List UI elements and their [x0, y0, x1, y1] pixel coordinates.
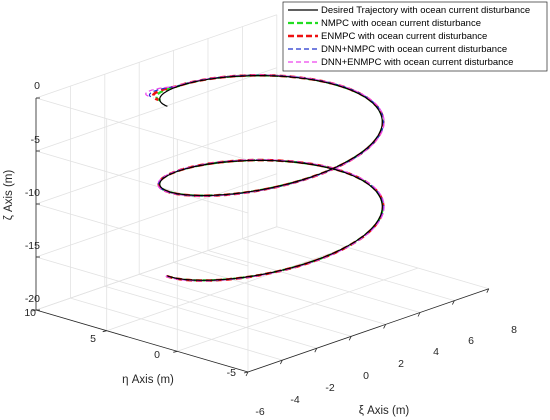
xi-tick-mark [486, 288, 490, 293]
zeta-tick: -20 [25, 293, 40, 305]
legend-entry: NMPC with ocean current disturbance [321, 18, 481, 29]
eta-tick: 10 [24, 307, 36, 319]
series-line [159, 75, 383, 281]
xi-tick-mark [245, 371, 249, 377]
legend-entry: Desired Trajectory with ocean current di… [321, 5, 530, 16]
xi-tick: 8 [511, 324, 517, 336]
axes-frame [31, 97, 490, 377]
xi-tick: 2 [398, 358, 404, 370]
eta-tick-mark [173, 350, 178, 353]
xi-tick-mark [348, 336, 352, 341]
zeta-tick: -10 [25, 187, 40, 199]
grid-line [35, 256, 249, 320]
grid-line [35, 173, 277, 258]
grid-line [242, 238, 455, 301]
grid-line [35, 14, 277, 99]
xi-tick-mark [417, 312, 421, 317]
legend-entry: ENMPC with ocean current disturbance [321, 31, 487, 42]
eta-tick: 5 [90, 333, 96, 345]
grid-line [207, 250, 421, 313]
zeta-axis-label: ζ Axis (m) [3, 170, 15, 221]
zeta-tick: -5 [31, 134, 40, 146]
xi-axis-line [247, 288, 489, 373]
zeta-tick: 0 [34, 80, 40, 92]
grid-line [35, 150, 249, 214]
grid-line [177, 267, 419, 352]
grid-line [70, 297, 283, 361]
grid-line [35, 203, 249, 267]
eta-tick-mark [243, 371, 249, 374]
grid-line [139, 273, 352, 337]
xi-tick-mark [314, 348, 318, 353]
eta-axis-ticks: -5 0 5 10 [24, 307, 236, 379]
xi-tick: 0 [363, 370, 369, 382]
legend: Desired Trajectory with ocean current di… [282, 1, 548, 72]
grid-line [35, 97, 249, 161]
xi-tick: -2 [325, 382, 334, 394]
eta-axis-line [35, 309, 249, 373]
grid-line [104, 285, 317, 349]
xi-tick: -6 [255, 406, 264, 418]
xi-tick: 6 [468, 335, 474, 347]
legend-entry: DNN+ENMPC with ocean current disturbance [321, 57, 513, 68]
zeta-axis-ticks: 0 -5 -10 -15 -20 [25, 80, 40, 305]
grid-line [106, 247, 348, 332]
xi-tick-mark [452, 300, 455, 305]
zeta-tick: -15 [25, 240, 40, 252]
trajectory-series [145, 74, 385, 282]
xi-axis-label: ξ Axis (m) [359, 405, 410, 417]
eta-axis-label: η Axis (m) [122, 374, 174, 386]
legend-box [282, 1, 548, 72]
grid-line [35, 67, 277, 152]
eta-tick-mark [102, 330, 107, 333]
xi-tick-mark [280, 359, 283, 365]
grid-line [173, 262, 386, 325]
eta-tick: 0 [154, 349, 160, 361]
xi-tick-mark [383, 324, 386, 329]
xi-tick: -4 [290, 394, 299, 406]
xi-axis-ticks: -6 -4 -2 0 2 4 6 8 [255, 324, 517, 418]
xi-tick: 4 [433, 346, 439, 358]
grid-line [276, 226, 489, 290]
grid-line [35, 120, 277, 205]
eta-tick-mark [31, 309, 37, 312]
grid-line [35, 226, 277, 311]
legend-entry: DNN+NMPC with ocean current disturbance [321, 44, 507, 55]
grid-lines [35, 14, 489, 373]
eta-tick: -5 [227, 367, 236, 379]
